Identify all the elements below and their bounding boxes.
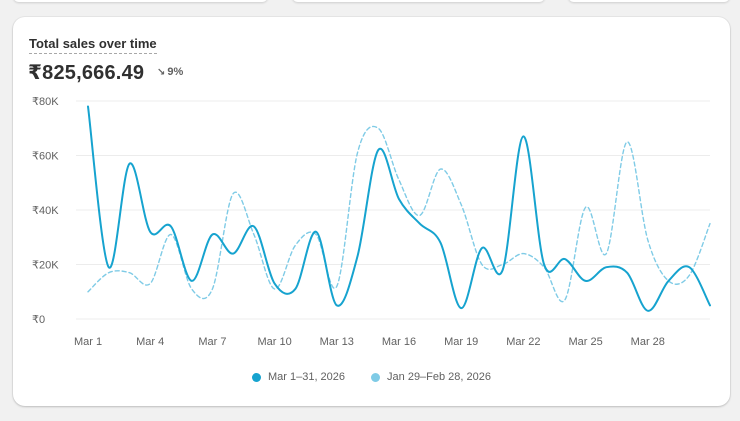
card-top-right — [568, 0, 730, 2]
y-tick-label: ₹80K — [32, 96, 59, 108]
legend-label-current: Mar 1–31, 2026 — [267, 371, 346, 383]
card-top-left — [13, 0, 268, 2]
card-top-middle — [292, 0, 545, 2]
change-percent: 9% — [167, 66, 184, 78]
x-tick-label: Mar 10 — [257, 336, 291, 348]
legend-dot-current — [251, 372, 261, 382]
x-tick-label: Mar 7 — [198, 336, 226, 348]
x-tick-label: Mar 19 — [444, 336, 478, 348]
x-tick-label: Mar 13 — [320, 336, 354, 348]
y-tick-label: ₹0 — [32, 314, 45, 326]
x-tick-label: Mar 1 — [74, 336, 102, 348]
legend-item-previous[interactable]: Jan 29–Feb 28, 2026 — [371, 371, 491, 383]
y-tick-label: ₹20K — [32, 260, 59, 272]
x-tick-label: Mar 16 — [382, 336, 416, 348]
x-tick-label: Mar 4 — [136, 336, 164, 348]
chart-legend: Mar 1–31, 2026 Jan 29–Feb 28, 2026 — [13, 371, 730, 383]
x-tick-label: Mar 22 — [506, 336, 540, 348]
x-tick-label: Mar 28 — [631, 336, 665, 348]
legend-item-current[interactable]: Mar 1–31, 2026 — [251, 371, 346, 383]
legend-dot-previous — [371, 372, 381, 382]
y-tick-label: ₹60K — [32, 151, 59, 163]
legend-label-previous: Jan 29–Feb 28, 2026 — [387, 371, 492, 383]
total-sales-value: ₹825,666.49 — [28, 62, 145, 84]
series-line-current — [87, 105, 711, 312]
sales-line-chart[interactable]: ₹0 ₹20K ₹40K ₹60K ₹80K Mar 1 Mar 4 Mar 7 Mar 10 M… — [13, 17, 730, 367]
y-tick-label: ₹40K — [32, 205, 59, 217]
card-title[interactable]: Total sales over time — [29, 36, 157, 54]
trend-down-icon: ↘ — [157, 67, 166, 78]
x-tick-label: Mar 25 — [568, 336, 602, 348]
change-indicator: ↘ 9% — [157, 66, 183, 78]
total-sales-card: Total sales over time ₹825,666.49 ↘ 9% ₹0… — [13, 17, 730, 406]
series-line-previous — [87, 125, 711, 303]
